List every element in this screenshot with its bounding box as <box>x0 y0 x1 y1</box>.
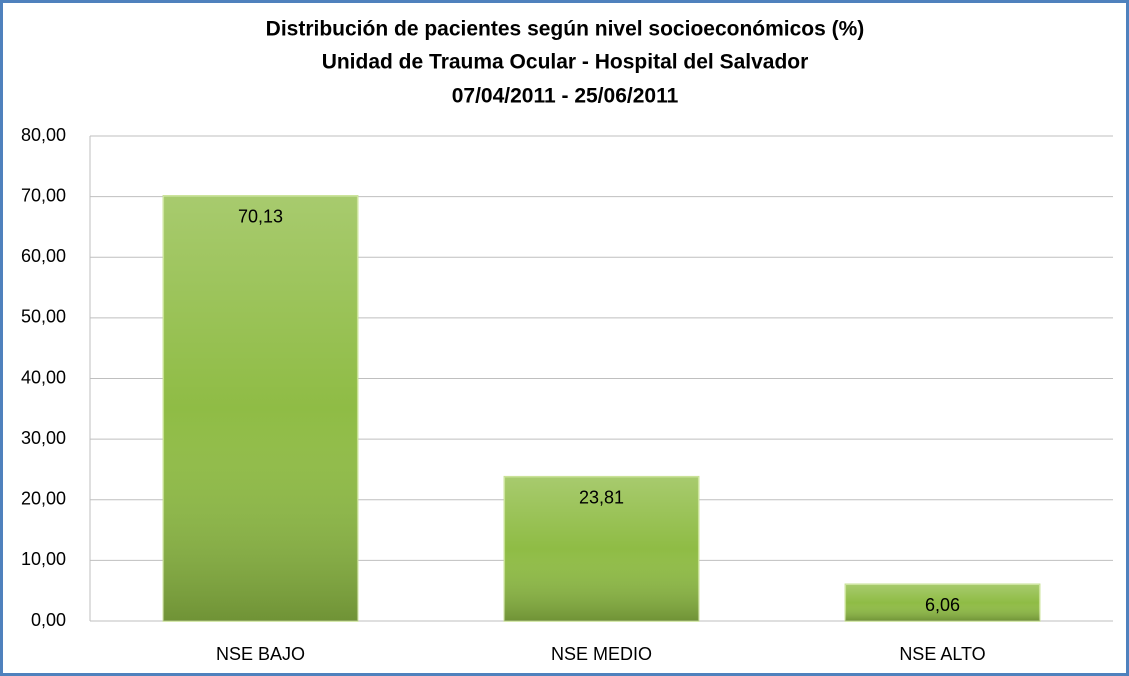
value-label: 23,81 <box>579 487 624 507</box>
chart-subtitle: Unidad de Trauma Ocular - Hospital del S… <box>322 51 809 74</box>
y-tick-label: 40,00 <box>21 367 66 387</box>
value-label: 70,13 <box>238 207 283 227</box>
chart-title: Distribución de pacientes según nivel so… <box>266 18 865 41</box>
y-tick-label: 0,00 <box>31 610 66 630</box>
y-tick-label: 50,00 <box>21 307 66 327</box>
x-tick-label: NSE BAJO <box>216 644 305 664</box>
value-label: 6,06 <box>925 595 960 615</box>
x-tick-label: NSE MEDIO <box>551 644 652 664</box>
y-tick-label: 60,00 <box>21 246 66 266</box>
y-tick-label: 10,00 <box>21 549 66 569</box>
chart-subtitle: 07/04/2011 - 25/06/2011 <box>452 85 679 108</box>
y-tick-label: 80,00 <box>21 125 66 145</box>
y-tick-label: 70,00 <box>21 185 66 205</box>
y-tick-label: 30,00 <box>21 428 66 448</box>
y-tick-label: 20,00 <box>21 489 66 509</box>
x-tick-label: NSE ALTO <box>899 644 985 664</box>
bar <box>162 195 359 622</box>
